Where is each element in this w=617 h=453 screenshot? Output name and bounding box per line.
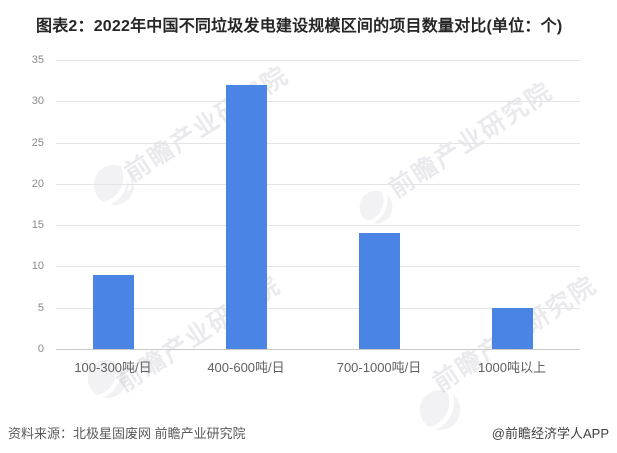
y-axis-tick-label: 25 <box>31 136 44 149</box>
bar <box>225 84 267 349</box>
gridline <box>56 60 580 61</box>
y-axis-tick-label: 5 <box>37 301 44 314</box>
chart-title: 图表2：2022年中国不同垃圾发电建设规模区间的项目数量对比(单位：个) <box>36 18 563 35</box>
x-axis-line <box>56 349 580 350</box>
y-axis-tick-label: 15 <box>31 219 44 232</box>
gridline <box>56 101 580 103</box>
gridline <box>56 225 580 227</box>
y-axis-tick-label: 20 <box>31 177 44 190</box>
bar <box>358 233 400 349</box>
gridline <box>56 183 580 185</box>
bar <box>491 307 533 349</box>
gridline <box>56 142 580 144</box>
bar <box>92 274 134 349</box>
y-axis-tick-label: 10 <box>31 260 44 273</box>
x-axis-label: 100-300吨/日 <box>74 360 152 375</box>
gridline <box>56 307 580 309</box>
x-axis-label: 1000吨以上 <box>478 360 546 375</box>
credit-note: @前瞻经济学人APP <box>491 426 609 441</box>
x-axis-label: 700-1000吨/日 <box>336 360 422 375</box>
source-note: 资料来源：北极星固废网 前瞻产业研究院 <box>8 426 246 441</box>
gridline <box>56 266 580 268</box>
y-axis-tick-label: 30 <box>31 95 44 108</box>
x-axis-label: 400-600吨/日 <box>207 360 285 375</box>
y-axis-tick-label: 35 <box>31 54 44 66</box>
y-axis-tick-label: 0 <box>37 343 44 355</box>
